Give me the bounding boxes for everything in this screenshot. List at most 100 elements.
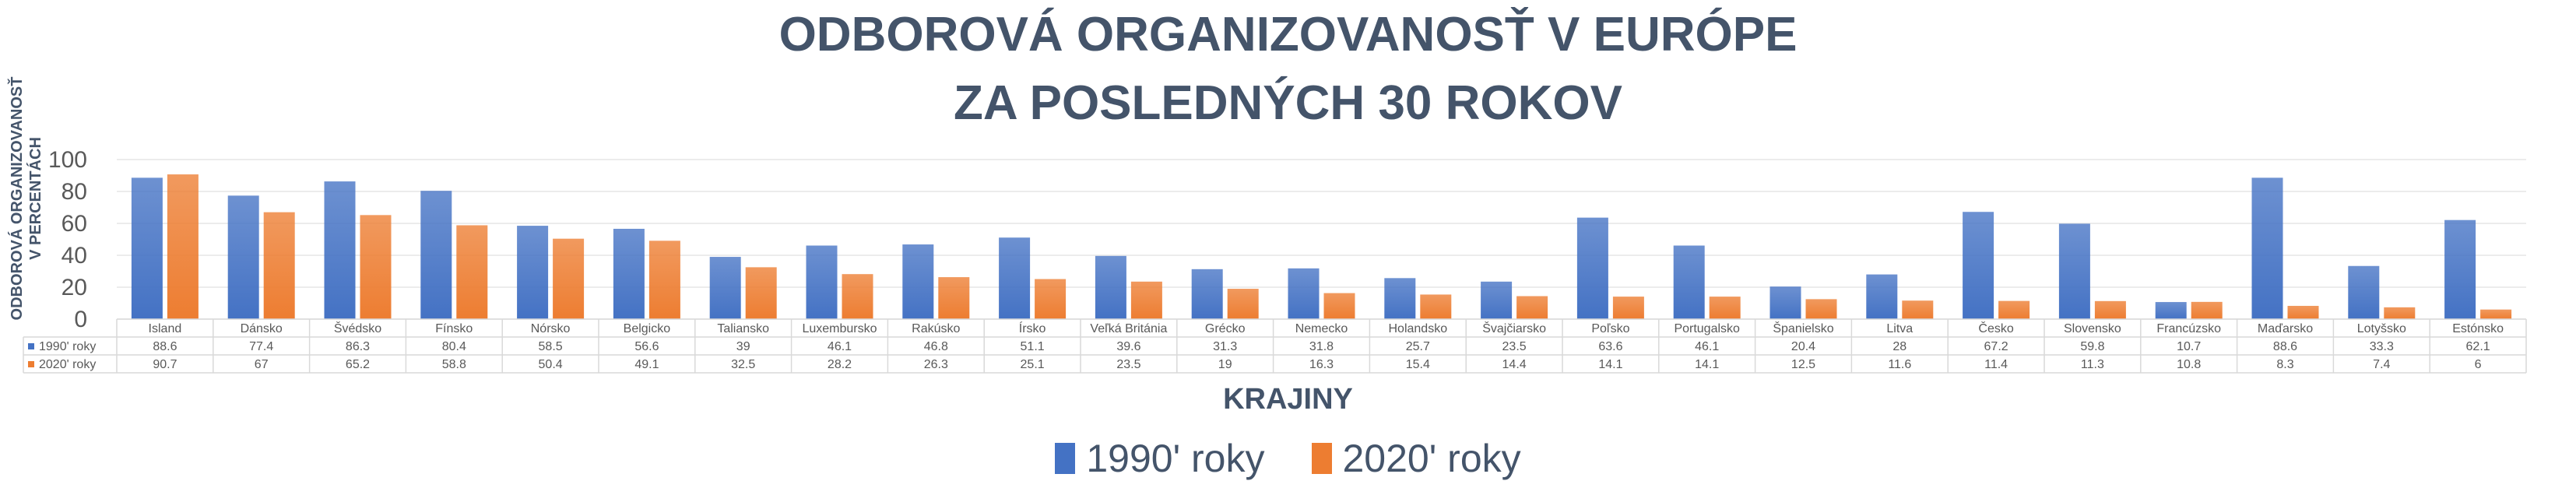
bar-series-2 xyxy=(745,267,777,319)
table-value-series-2: 7.4 xyxy=(2373,358,2390,371)
chart-title-line-1: ODBOROVÁ ORGANIZOVANOSŤ V EURÓPE xyxy=(778,8,1798,61)
bar-series-2 xyxy=(1709,297,1741,319)
table-value-series-1: 77.4 xyxy=(249,340,273,353)
category-label: Slovensko xyxy=(2064,322,2121,335)
category-label: Taliansko xyxy=(717,322,769,335)
bar-series-1 xyxy=(1095,255,1126,319)
table-value-series-1: 59.8 xyxy=(2080,340,2104,353)
bar-series-2 xyxy=(1420,294,1452,319)
legend-swatch-series-1 xyxy=(1055,443,1076,474)
y-tick-label: 40 xyxy=(62,243,87,269)
table-value-series-2: 25.1 xyxy=(1021,358,1045,371)
bar-series-2 xyxy=(2094,300,2126,319)
table-value-series-1: 23.5 xyxy=(1502,340,1527,353)
bar-series-1 xyxy=(1963,212,1994,319)
table-value-series-1: 56.6 xyxy=(634,340,659,353)
table-value-series-2: 16.3 xyxy=(1309,358,1334,371)
bar-series-2 xyxy=(1035,279,1067,319)
table-value-series-2: 8.3 xyxy=(2276,358,2293,371)
table-value-series-2: 67 xyxy=(255,358,269,371)
category-label: Veľká Británia xyxy=(1090,322,1167,335)
bar-series-2 xyxy=(1902,300,1934,319)
bar-series-2 xyxy=(2287,305,2319,319)
table-value-series-2: 11.6 xyxy=(1888,358,1911,371)
category-label: Írsko xyxy=(1019,321,1046,335)
y-tick-label: 20 xyxy=(62,275,87,300)
legend: 1990' roky 2020' roky xyxy=(0,436,2576,481)
table-value-series-2: 6 xyxy=(2475,358,2482,371)
bar-series-1 xyxy=(1481,281,1513,319)
category-label: Belgicko xyxy=(624,322,671,335)
table-value-series-2: 10.8 xyxy=(2177,358,2201,371)
category-label: Luxembursko xyxy=(802,322,877,335)
table-value-series-1: 28 xyxy=(1892,340,1907,353)
table-value-series-1: 46.8 xyxy=(924,340,948,353)
chart-plot: 0 20 40 60 80 100 Island Dánsko Švédsko Fínsko Nór… xyxy=(23,147,2527,374)
table-value-series-2: 50.4 xyxy=(539,358,563,371)
bar-series-1 xyxy=(2444,219,2476,319)
table-value-series-1: 63.6 xyxy=(1598,340,1622,353)
chart-title-line-2: ZA POSLEDNÝCH 30 ROKOV xyxy=(954,76,1622,130)
category-label: Česko xyxy=(1978,321,2013,335)
table-value-series-1: 62.1 xyxy=(2466,340,2490,353)
bar-series-1 xyxy=(1384,278,1416,319)
y-tick-label: 60 xyxy=(62,211,87,237)
bar-series-2 xyxy=(842,274,873,319)
table-legend-key-series-1 xyxy=(28,343,34,349)
bar-series-1 xyxy=(999,237,1031,319)
table-value-series-1: 39 xyxy=(736,340,750,353)
bar-series-1 xyxy=(709,257,741,319)
bar-series-2 xyxy=(1612,297,1644,319)
table-series-label-1: 1990' roky xyxy=(39,340,96,353)
bar-series-1 xyxy=(1866,274,1898,319)
bar-series-2 xyxy=(456,225,488,319)
bar-series-2 xyxy=(1516,296,1548,319)
legend-swatch-series-2 xyxy=(1311,443,1332,474)
category-label: Rakúsko xyxy=(912,322,960,335)
bar-series-2 xyxy=(553,238,585,319)
bar-series-2 xyxy=(1998,300,2030,319)
bar-series-1 xyxy=(2348,265,2380,319)
table-value-series-1: 51.1 xyxy=(1021,340,1045,353)
y-tick-label: 100 xyxy=(48,147,87,173)
category-label: Portugalsko xyxy=(1674,322,1740,335)
bar-series-2 xyxy=(1805,299,1837,319)
bar-series-1 xyxy=(1769,286,1801,319)
y-tick-label: 80 xyxy=(62,179,87,205)
category-label: Maďarsko xyxy=(2258,322,2313,335)
table-value-series-2: 19 xyxy=(1218,358,1232,371)
legend-item-series-2: 2020' roky xyxy=(1311,436,1521,481)
table-value-series-2: 14.1 xyxy=(1598,358,1622,371)
bar-series-1 xyxy=(1191,269,1223,319)
table-value-series-2: 58.8 xyxy=(442,358,466,371)
category-label: Francúzsko xyxy=(2156,322,2221,335)
legend-item-series-1: 1990' roky xyxy=(1055,436,1265,481)
table-value-series-2: 32.5 xyxy=(731,358,755,371)
bar-series-2 xyxy=(263,212,295,319)
bar-series-2 xyxy=(2384,307,2416,319)
category-label: Nórsko xyxy=(531,322,571,335)
table-value-series-1: 58.5 xyxy=(539,340,563,353)
bar-series-1 xyxy=(806,245,838,319)
bar-series-1 xyxy=(1288,268,1320,319)
category-label: Lotyšsko xyxy=(2357,322,2406,335)
legend-label-series-1: 1990' roky xyxy=(1086,437,1265,480)
table-value-series-1: 33.3 xyxy=(2370,340,2394,353)
table-value-series-2: 90.7 xyxy=(153,358,177,371)
bar-series-2 xyxy=(648,240,680,319)
bar-series-1 xyxy=(1673,245,1705,319)
category-label: Poľsko xyxy=(1591,322,1629,335)
bar-series-2 xyxy=(2480,309,2512,319)
table-value-series-2: 14.4 xyxy=(1502,358,1527,371)
category-label: Holandsko xyxy=(1388,322,1447,335)
table-value-series-2: 23.5 xyxy=(1116,358,1140,371)
category-label: Grécko xyxy=(1205,322,1246,335)
table-value-series-2: 11.3 xyxy=(2081,358,2104,371)
category-label: Island xyxy=(149,322,182,335)
table-legend-key-series-2 xyxy=(28,361,34,367)
bar-series-1 xyxy=(902,244,934,319)
table-value-series-2: 26.3 xyxy=(924,358,948,371)
table-value-series-1: 88.6 xyxy=(153,340,177,353)
bar-series-2 xyxy=(360,215,392,319)
x-axis-label: KRAJINY xyxy=(1223,383,1353,416)
